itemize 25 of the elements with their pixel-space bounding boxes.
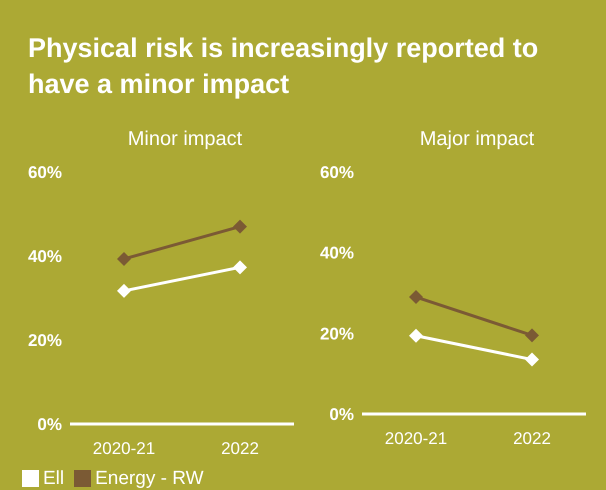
y-tick-label: 40% bbox=[28, 247, 62, 266]
y-tick-label: 60% bbox=[28, 163, 62, 182]
y-tick-label: 20% bbox=[320, 324, 354, 344]
x-tick-label: 2022 bbox=[221, 439, 259, 458]
y-tick-label: 0% bbox=[329, 405, 354, 424]
legend-label: Energy - RW bbox=[95, 468, 204, 489]
point bbox=[525, 328, 539, 342]
y-tick-label: 0% bbox=[37, 415, 62, 434]
x-tick-label: 2020-21 bbox=[92, 439, 156, 458]
point bbox=[233, 260, 247, 274]
y-tick-label: 60% bbox=[320, 163, 354, 182]
point bbox=[117, 284, 131, 298]
y-tick-label: 20% bbox=[28, 331, 62, 350]
point bbox=[409, 328, 423, 343]
x-tick-label: 2022 bbox=[513, 429, 551, 448]
point bbox=[117, 252, 131, 266]
point bbox=[525, 352, 539, 367]
chart-title: Physical risk is increasingly reported to have a minor impact bbox=[28, 32, 540, 101]
point bbox=[409, 290, 423, 304]
legend-label: Ell bbox=[43, 468, 64, 489]
x-tick-label: 2020-21 bbox=[384, 429, 448, 448]
point bbox=[233, 220, 247, 234]
chart-subtitle: Major impact bbox=[418, 128, 536, 151]
chart-subtitle: Minor impact bbox=[126, 128, 244, 151]
y-tick-label: 40% bbox=[320, 244, 354, 263]
